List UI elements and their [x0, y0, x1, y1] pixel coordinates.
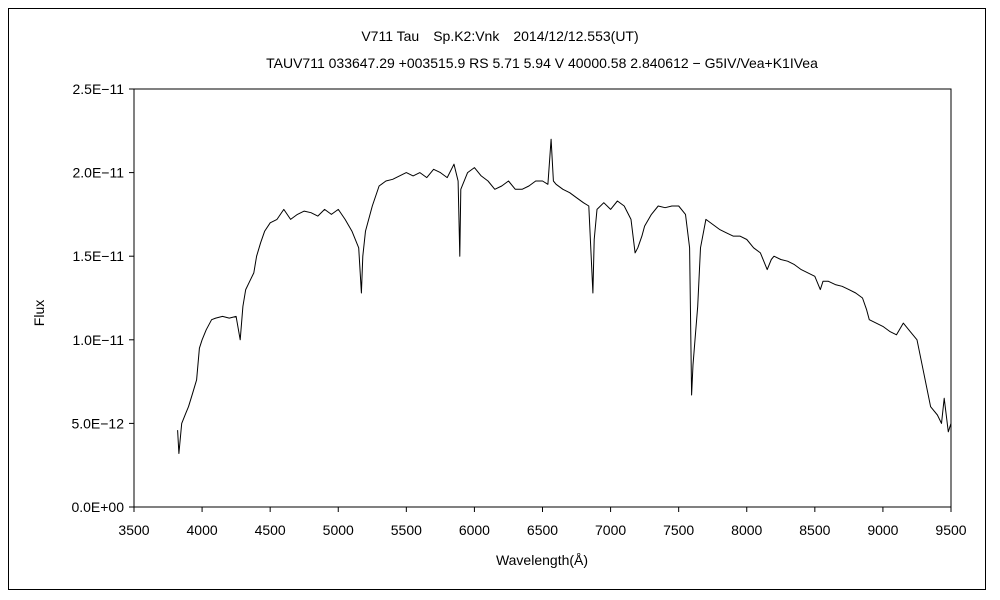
plot-area — [133, 88, 952, 508]
x-tick-label: 8000 — [731, 522, 762, 538]
x-tick-label: 9000 — [867, 522, 898, 538]
x-axis-label: Wavelength(Å) — [496, 552, 588, 568]
spectrum-line — [177, 138, 952, 454]
x-tick-label: 4000 — [187, 522, 218, 538]
y-tick-label: 2.5E−11 — [72, 81, 124, 97]
x-tick-label: 3500 — [118, 522, 149, 538]
x-tick-label: 8500 — [799, 522, 830, 538]
y-axis-ticks: 0.0E+00 5.0E−12 1.0E−11 1.5E−11 2.0E−11 2.5E−… — [71, 81, 134, 515]
x-tick-label: 7500 — [663, 522, 694, 538]
chart-title: V711 Tau Sp.K2:Vnk 2014/12/12.553(UT) — [361, 28, 638, 44]
x-tick-label: 5000 — [323, 522, 354, 538]
x-tick-label: 7000 — [595, 522, 626, 538]
y-axis-label: Flux — [31, 300, 47, 326]
x-tick-label: 9500 — [935, 522, 966, 538]
x-tick-label: 6500 — [527, 522, 558, 538]
y-tick-label: 0.0E+00 — [71, 499, 124, 515]
x-tick-label: 4500 — [255, 522, 286, 538]
chart-subtitle: TAUV711 033647.29 +003515.9 RS 5.71 5.94… — [266, 55, 818, 71]
y-tick-label: 5.0E−12 — [71, 415, 124, 431]
y-tick-label: 1.0E−11 — [72, 332, 124, 348]
chart-frame — [8, 8, 986, 590]
y-tick-label: 1.5E−11 — [72, 248, 124, 264]
x-tick-label: 5500 — [391, 522, 422, 538]
x-tick-label: 6000 — [459, 522, 490, 538]
x-axis-ticks: 3500 4000 4500 5000 5500 6000 6500 7000 7500 8000… — [118, 507, 967, 538]
y-tick-label: 2.0E−11 — [72, 165, 124, 181]
